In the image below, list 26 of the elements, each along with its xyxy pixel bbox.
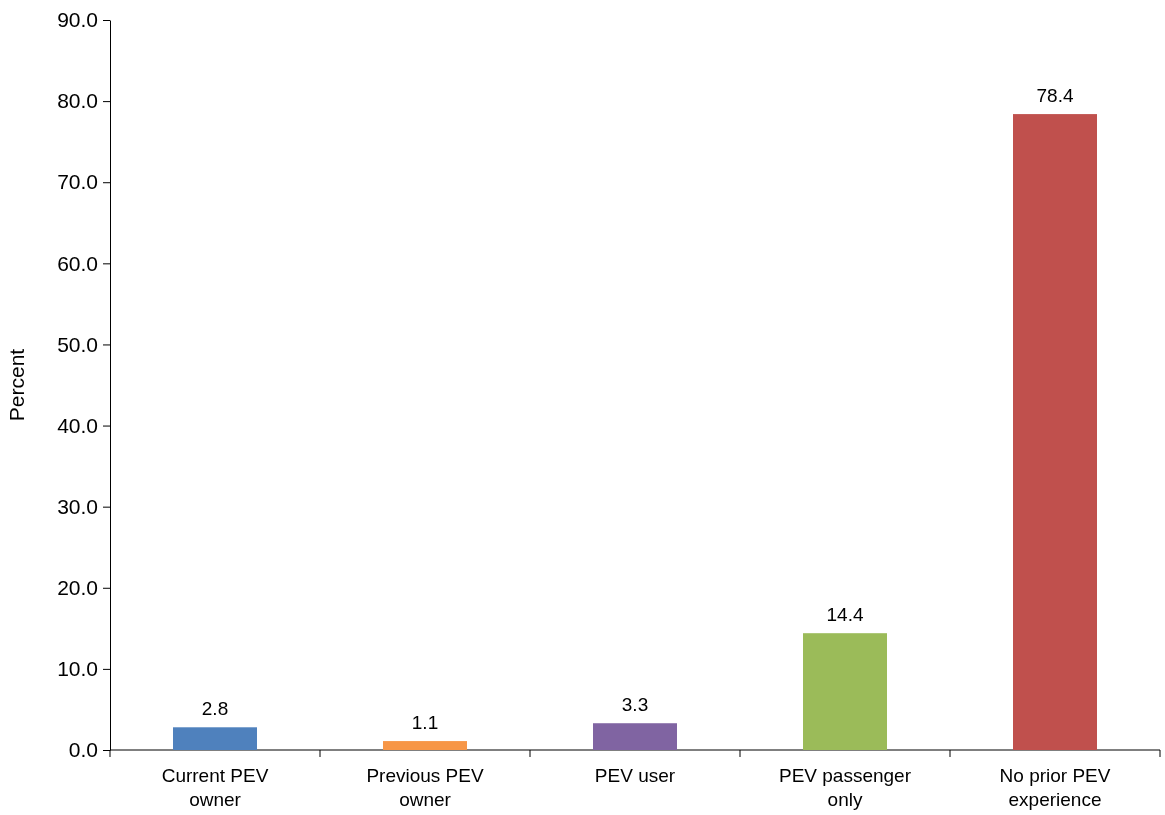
data-label: 3.3	[621, 694, 649, 716]
bar	[173, 727, 257, 750]
y-tick-label: 90.0	[57, 8, 98, 32]
bar	[1013, 114, 1097, 750]
y-tick-label: 80.0	[57, 89, 98, 113]
y-tick-label: 30.0	[57, 494, 98, 518]
y-axis-title: Percent	[5, 348, 28, 422]
x-tick-label: No prior PEV experience	[999, 765, 1111, 810]
y-tick-label: 50.0	[57, 332, 98, 356]
x-tick-label: PEV user	[594, 765, 676, 786]
bar	[593, 723, 677, 750]
y-tick-label: 40.0	[57, 413, 98, 437]
data-label: 2.8	[201, 698, 229, 720]
bar	[383, 741, 467, 750]
y-tick-label: 0.0	[68, 738, 98, 762]
data-label: 78.4	[1036, 85, 1074, 107]
y-tick-label: 70.0	[57, 170, 98, 194]
x-tick-label: PEV passenger only	[778, 765, 912, 810]
x-tick-label: Previous PEV owner	[366, 765, 484, 810]
x-tick-label: Current PEV owner	[161, 765, 269, 810]
data-label: 14.4	[826, 604, 864, 626]
data-label: 1.1	[411, 712, 439, 734]
y-tick-label: 10.0	[57, 657, 98, 681]
bar	[803, 633, 887, 750]
y-tick-label: 20.0	[57, 576, 98, 599]
y-tick-label: 60.0	[57, 251, 98, 275]
